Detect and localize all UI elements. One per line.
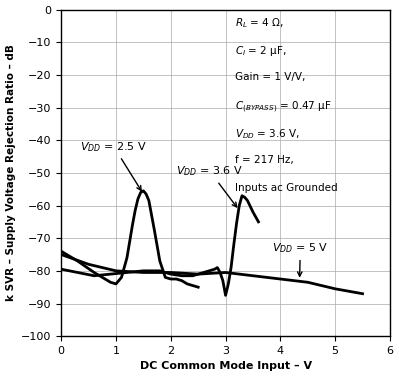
Text: f = 217 Hz,: f = 217 Hz, (235, 155, 294, 165)
X-axis label: DC Common Mode Input – V: DC Common Mode Input – V (140, 362, 312, 371)
Text: $R_L$ = 4 Ω,: $R_L$ = 4 Ω, (235, 16, 284, 30)
Text: $V_{DD}$ = 2.5 V: $V_{DD}$ = 2.5 V (80, 140, 147, 190)
Y-axis label: k SVR – Supply Voltage Rejection Ratio – dB: k SVR – Supply Voltage Rejection Ratio –… (6, 44, 16, 301)
Text: Gain = 1 V/V,: Gain = 1 V/V, (235, 72, 306, 81)
Text: $V_{DD}$ = 3.6 V,: $V_{DD}$ = 3.6 V, (235, 127, 300, 141)
Text: $C_{(BYPASS)}$ = 0.47 μF: $C_{(BYPASS)}$ = 0.47 μF (235, 100, 332, 115)
Text: Inputs ac Grounded: Inputs ac Grounded (235, 183, 338, 193)
Text: $V_{DD}$ = 5 V: $V_{DD}$ = 5 V (272, 241, 328, 276)
Text: $V_{DD}$ = 3.6 V: $V_{DD}$ = 3.6 V (176, 164, 243, 207)
Text: $C_I$ = 2 μF,: $C_I$ = 2 μF, (235, 44, 287, 58)
